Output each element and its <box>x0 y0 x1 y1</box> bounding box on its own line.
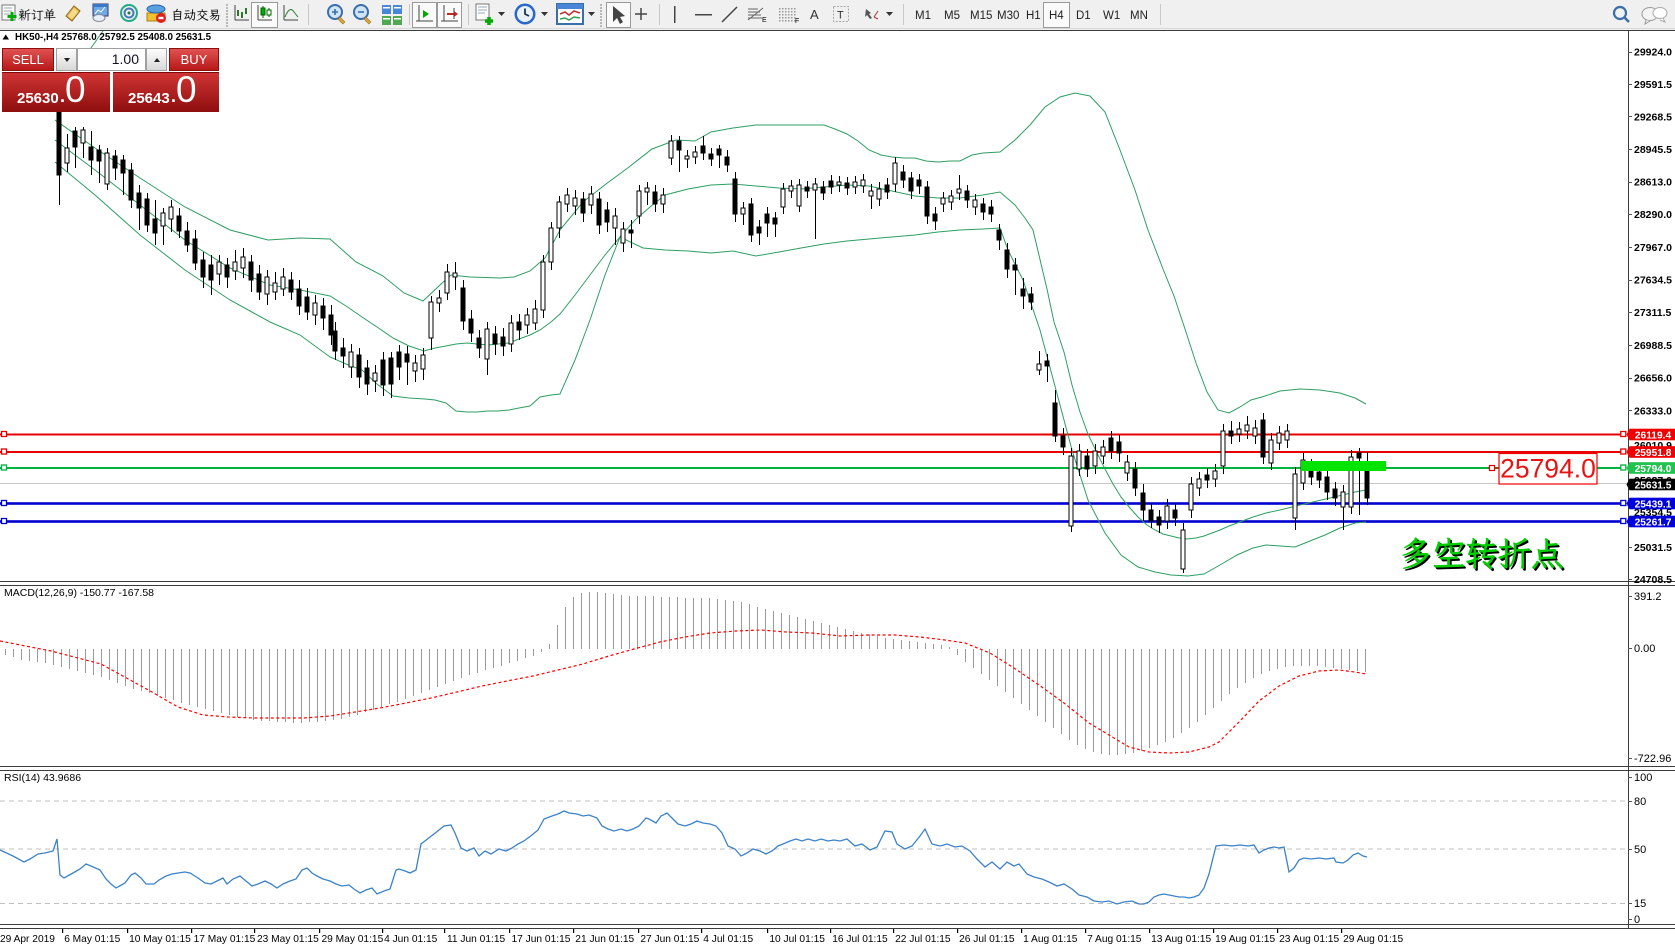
svg-text:391.2: 391.2 <box>1634 591 1662 603</box>
svg-text:0.00: 0.00 <box>1634 643 1655 655</box>
svg-text:A: A <box>810 7 819 22</box>
svg-text:25261.7: 25261.7 <box>1635 517 1672 528</box>
svg-text:26119.4: 26119.4 <box>1635 430 1672 441</box>
svg-text:MN: MN <box>1130 10 1148 22</box>
svg-text:0: 0 <box>1634 914 1640 926</box>
svg-text:26333.0: 26333.0 <box>1634 406 1672 418</box>
svg-text:19 Aug 01:15: 19 Aug 01:15 <box>1215 934 1275 945</box>
svg-text:7 Aug 01:15: 7 Aug 01:15 <box>1087 934 1142 945</box>
svg-text:16 Jul 01:15: 16 Jul 01:15 <box>832 934 888 945</box>
svg-text:-722.96: -722.96 <box>1634 753 1671 765</box>
svg-text:29591.5: 29591.5 <box>1634 79 1672 91</box>
svg-text:22 Jul 01:15: 22 Jul 01:15 <box>895 934 951 945</box>
svg-text:27967.0: 27967.0 <box>1634 242 1672 254</box>
svg-text:23 May 01:15: 23 May 01:15 <box>257 934 319 945</box>
svg-text:29 Apr 2019: 29 Apr 2019 <box>0 934 55 945</box>
svg-text:28613.0: 28613.0 <box>1634 177 1672 189</box>
svg-text:17 May 01:15: 17 May 01:15 <box>194 934 256 945</box>
svg-text:29268.5: 29268.5 <box>1634 112 1672 124</box>
svg-text:W1: W1 <box>1103 10 1120 22</box>
svg-text:M1: M1 <box>915 10 931 22</box>
svg-text:25794.0: 25794.0 <box>1500 454 1596 484</box>
svg-text:H1: H1 <box>1026 10 1041 22</box>
svg-text:27 Jun 01:15: 27 Jun 01:15 <box>640 934 699 945</box>
svg-text:28290.0: 28290.0 <box>1634 209 1672 221</box>
svg-text:100: 100 <box>1634 772 1652 784</box>
svg-text:HK50-,H4 25768.0 25792.5 2540: HK50-,H4 25768.0 25792.5 25408.0 25631.5 <box>15 32 212 43</box>
svg-text:M5: M5 <box>944 10 960 22</box>
svg-text:M30: M30 <box>997 10 1019 22</box>
svg-text:17 Jun 01:15: 17 Jun 01:15 <box>512 934 571 945</box>
svg-text:25951.8: 25951.8 <box>1635 448 1672 459</box>
svg-text:D1: D1 <box>1076 10 1091 22</box>
svg-text:4 Jun 01:15: 4 Jun 01:15 <box>384 934 438 945</box>
svg-text:T: T <box>837 10 844 22</box>
svg-text:23 Aug 01:15: 23 Aug 01:15 <box>1279 934 1339 945</box>
svg-text:27634.5: 27634.5 <box>1634 275 1672 287</box>
svg-text:25794.0: 25794.0 <box>1635 464 1672 475</box>
svg-text:26 Jul 01:15: 26 Jul 01:15 <box>959 934 1015 945</box>
svg-text:MACD(12,26,9) -150.77 -167.58: MACD(12,26,9) -150.77 -167.58 <box>4 587 154 599</box>
svg-text:21 Jun 01:15: 21 Jun 01:15 <box>575 934 634 945</box>
svg-text:50: 50 <box>1634 844 1646 856</box>
svg-text:M15: M15 <box>970 10 992 22</box>
svg-text:RSI(14) 43.9686: RSI(14) 43.9686 <box>4 772 81 784</box>
svg-text:E: E <box>762 17 767 24</box>
svg-text:15: 15 <box>1634 898 1646 910</box>
svg-text:4 Jul 01:15: 4 Jul 01:15 <box>703 934 753 945</box>
svg-text:80: 80 <box>1634 796 1646 808</box>
svg-text:26988.5: 26988.5 <box>1634 340 1672 352</box>
svg-text:6 May 01:15: 6 May 01:15 <box>64 934 120 945</box>
svg-text:28945.5: 28945.5 <box>1634 144 1672 156</box>
svg-text:29924.0: 29924.0 <box>1634 47 1672 59</box>
svg-text:24708.5: 24708.5 <box>1634 574 1672 586</box>
svg-text:13 Aug 01:15: 13 Aug 01:15 <box>1151 934 1211 945</box>
svg-text:11 Jun 01:15: 11 Jun 01:15 <box>447 934 505 945</box>
svg-text:25031.5: 25031.5 <box>1634 542 1672 554</box>
svg-text:29 May 01:15: 29 May 01:15 <box>322 934 384 945</box>
svg-text:25631.5: 25631.5 <box>1635 480 1672 491</box>
svg-text:29 Aug 01:15: 29 Aug 01:15 <box>1343 934 1403 945</box>
svg-text:1 Aug 01:15: 1 Aug 01:15 <box>1023 934 1078 945</box>
svg-text:H4: H4 <box>1049 10 1064 22</box>
svg-text:10 Jul 01:15: 10 Jul 01:15 <box>769 934 825 945</box>
svg-text:27311.5: 27311.5 <box>1634 307 1672 319</box>
svg-text:F: F <box>795 18 799 25</box>
svg-text:10 May 01:15: 10 May 01:15 <box>129 934 191 945</box>
svg-text:26656.0: 26656.0 <box>1634 373 1672 385</box>
svg-text:25439.1: 25439.1 <box>1635 499 1672 510</box>
